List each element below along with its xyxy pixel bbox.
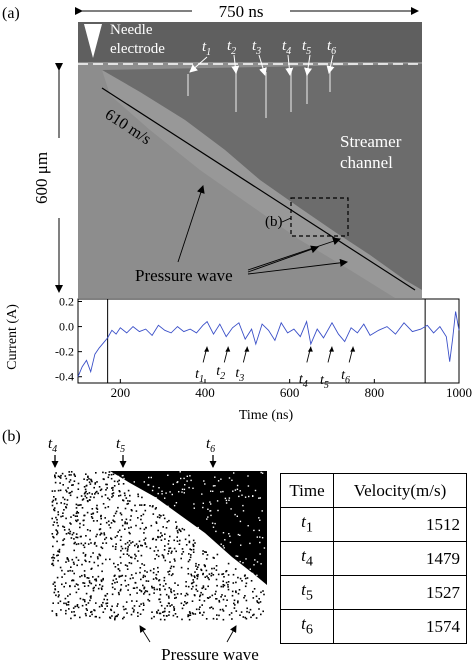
needle-label-line2: electrode — [110, 41, 165, 57]
row-velocity: 1574 — [333, 609, 467, 644]
b-t4-label: t4 — [48, 436, 57, 455]
row-time: t1 — [280, 507, 334, 542]
velocity-line — [101, 87, 416, 291]
marker-label: t2 — [216, 364, 225, 382]
b-t6-label: t6 — [206, 436, 215, 455]
plot-frame — [77, 298, 460, 384]
row-velocity: 1512 — [333, 507, 467, 542]
velocity-table-header: Time Velocity(m/s) — [280, 473, 467, 508]
velocity-table-container: Time Velocity(m/s) t1 1512 t4 1479 t5 15… — [280, 473, 467, 644]
pressure-wave-band — [102, 70, 422, 298]
needle-icon — [84, 24, 102, 58]
table-row: t4 1479 — [280, 541, 467, 576]
top-band — [78, 22, 422, 62]
panel-a-label: (a) — [2, 5, 20, 22]
marker-arrowhead — [350, 346, 356, 352]
y-tick-label: 0.2 — [59, 295, 74, 309]
b-pressure-wave-label: Pressure wave — [161, 645, 259, 662]
table-row: t6 1574 — [280, 609, 467, 644]
panel-b-figure: (b) t4 t5 t6 Pressure wave — [2, 428, 267, 664]
header-velocity: Velocity(m/s) — [333, 473, 467, 508]
b-time-arrows — [51, 455, 217, 468]
streak-image-figure: (a) 750 ns 600 μm Needle electrode t1 t2… — [2, 2, 422, 298]
row-time: t5 — [280, 575, 334, 610]
row-time: t6 — [280, 609, 334, 644]
t3-label: t3 — [252, 38, 261, 57]
marker-arrowhead — [225, 346, 231, 352]
panel-b: (b) t4 t5 t6 Pressure wave Time Velocity… — [0, 425, 474, 664]
y-tick-label: 0.0 — [59, 320, 74, 334]
inset-box — [290, 197, 349, 237]
marker-label: t3 — [235, 366, 244, 384]
time-arrows — [189, 54, 335, 76]
t2-label: t2 — [227, 38, 236, 57]
marker-label: t4 — [299, 372, 308, 390]
b-t5-label: t5 — [116, 436, 125, 455]
row-velocity: 1479 — [333, 541, 467, 576]
panel-b-label: (b) — [2, 428, 21, 445]
table-row: t5 1527 — [280, 575, 467, 610]
current-y-label: Current (A) — [5, 304, 20, 370]
inset-label: (b) — [265, 214, 283, 230]
height-label: 600 μm — [32, 152, 51, 204]
marker-label: t5 — [320, 373, 329, 391]
velocity-table: Time Velocity(m/s) t1 1512 t4 1479 t5 15… — [280, 473, 467, 644]
t6-label: t6 — [327, 38, 336, 57]
row-time: t4 — [280, 541, 334, 576]
streak-lines — [187, 72, 331, 118]
t4-label: t4 — [282, 38, 291, 57]
pressure-wave-label: Pressure wave — [135, 266, 233, 285]
current-chart: 200 400 600 800 1000 0.2 0.0 -0.2 -0.4 t1 t2 t3 t4 t… — [0, 295, 474, 425]
row-velocity: 1527 — [333, 575, 467, 610]
marker-arrowhead — [307, 346, 313, 352]
y-tick-label: -0.4 — [55, 370, 74, 384]
pressure-wave-arrows — [177, 185, 348, 275]
marker-arrowhead — [244, 346, 250, 352]
t5-label: t5 — [302, 38, 311, 57]
streamer-label-line2: channel — [340, 153, 393, 172]
panel-a: (a) 750 ns 600 μm Needle electrode t1 t2… — [0, 0, 474, 300]
binarized-noise — [51, 471, 266, 621]
needle-label-line1: Needle — [110, 22, 153, 38]
dark-streamer-region — [102, 64, 422, 290]
y-tick-label: -0.2 — [55, 345, 74, 359]
streamer-label-line1: Streamer — [340, 132, 402, 151]
binarized-dark-region — [110, 471, 267, 585]
x-tick-label: 600 — [280, 385, 300, 400]
marker-label: t6 — [341, 368, 350, 386]
x-tick-label: 800 — [365, 385, 385, 400]
b-pressure-arrows — [139, 625, 237, 643]
marker-label: t1 — [195, 367, 204, 385]
duration-label: 750 ns — [219, 2, 264, 21]
x-tick-label: 400 — [195, 385, 215, 400]
x-tick-label: 1000 — [446, 385, 472, 400]
current-chart-svg: 200 400 600 800 1000 0.2 0.0 -0.2 -0.4 t1 t2 t3 t4 t… — [5, 295, 472, 423]
t1-label: t1 — [202, 39, 211, 58]
header-time: Time — [280, 473, 334, 508]
x-tick-label: 200 — [111, 385, 131, 400]
current-x-label: Time (ns) — [239, 408, 294, 423]
table-row: t1 1512 — [280, 507, 467, 542]
marker-arrowhead — [329, 346, 334, 352]
current-series-line — [77, 311, 460, 377]
marker-arrowhead — [204, 346, 210, 352]
